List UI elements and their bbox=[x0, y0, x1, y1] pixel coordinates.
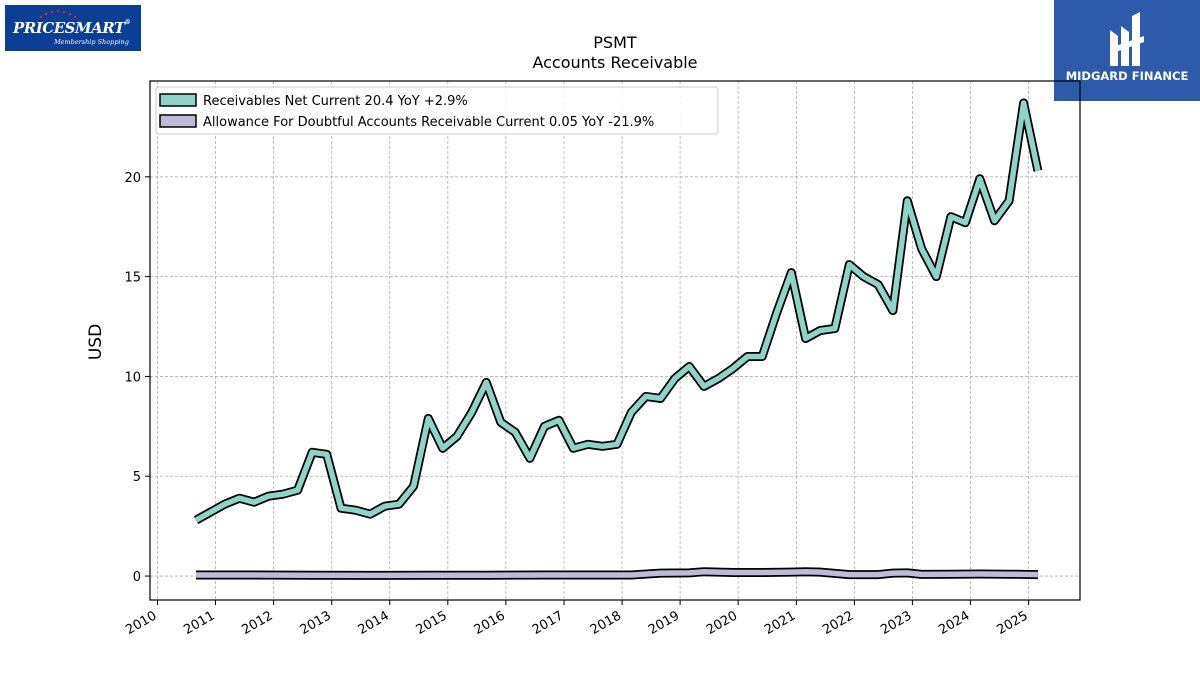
x-tick-label: 2010 bbox=[123, 608, 159, 638]
midgard-finance-logo: MIDGARD FINANCE bbox=[1054, 0, 1200, 101]
x-tick-label: 2013 bbox=[298, 608, 334, 638]
y-tick-label: 15 bbox=[124, 271, 141, 286]
series-1-line bbox=[196, 568, 1038, 579]
plot-frame bbox=[149, 80, 1081, 601]
grid-lines bbox=[150, 81, 1080, 600]
chart-title: PSMT bbox=[593, 33, 637, 52]
series-0-line bbox=[194, 100, 1041, 523]
legend-box bbox=[155, 86, 719, 135]
midgard-mark-icon bbox=[1110, 12, 1144, 66]
y-tick-label: 10 bbox=[124, 370, 141, 385]
x-tick-label: 2012 bbox=[239, 608, 275, 638]
y-axis-label: USD bbox=[86, 324, 106, 360]
midgard-finance-wordmark: MIDGARD FINANCE bbox=[1065, 69, 1189, 83]
pricesmart-tagline: Membership Shopping bbox=[54, 38, 129, 46]
logo-dots-icon bbox=[39, 9, 77, 19]
x-tick-label: 2015 bbox=[414, 608, 450, 638]
series-lines bbox=[193, 98, 1043, 580]
y-tick-label: 0 bbox=[133, 570, 141, 585]
legend-swatch-allowance bbox=[159, 114, 197, 128]
x-tick-label: 2014 bbox=[356, 608, 392, 638]
y-axis-ticks: 0 5 10 15 20 bbox=[124, 171, 150, 585]
x-tick-label: 2017 bbox=[530, 608, 566, 638]
y-tick-label: 20 bbox=[124, 171, 141, 186]
x-axis-ticks: 2010 2011 2012 2013 2014 2015 2016 2017 2018 2019… bbox=[123, 600, 1031, 638]
x-tick-label: 2024 bbox=[936, 608, 972, 638]
chart-subtitle: Accounts Receivable bbox=[532, 53, 697, 72]
legend: Receivables Net Current 20.4 YoY +2.9% A… bbox=[155, 86, 719, 135]
pricesmart-wordmark: PRICESMART® bbox=[13, 19, 131, 37]
x-tick-label: 2020 bbox=[704, 608, 740, 638]
series-0-outline bbox=[193, 98, 1043, 525]
x-tick-label: 2023 bbox=[878, 608, 914, 638]
legend-label-receivables: Receivables Net Current 20.4 YoY +2.9% bbox=[203, 94, 468, 109]
x-tick-label: 2018 bbox=[588, 608, 624, 638]
legend-label-allowance: Allowance For Doubtful Accounts Receivab… bbox=[203, 115, 654, 130]
pricesmart-logo: PRICESMART® Membership Shopping bbox=[5, 5, 141, 51]
x-tick-label: 2016 bbox=[472, 608, 508, 638]
legend-swatch-receivables bbox=[159, 93, 197, 107]
y-tick-label: 5 bbox=[133, 470, 141, 485]
x-tick-label: 2019 bbox=[646, 608, 682, 638]
x-tick-label: 2025 bbox=[994, 608, 1030, 638]
x-tick-label: 2011 bbox=[181, 608, 217, 638]
x-tick-label: 2022 bbox=[820, 608, 856, 638]
x-tick-label: 2021 bbox=[762, 608, 798, 638]
